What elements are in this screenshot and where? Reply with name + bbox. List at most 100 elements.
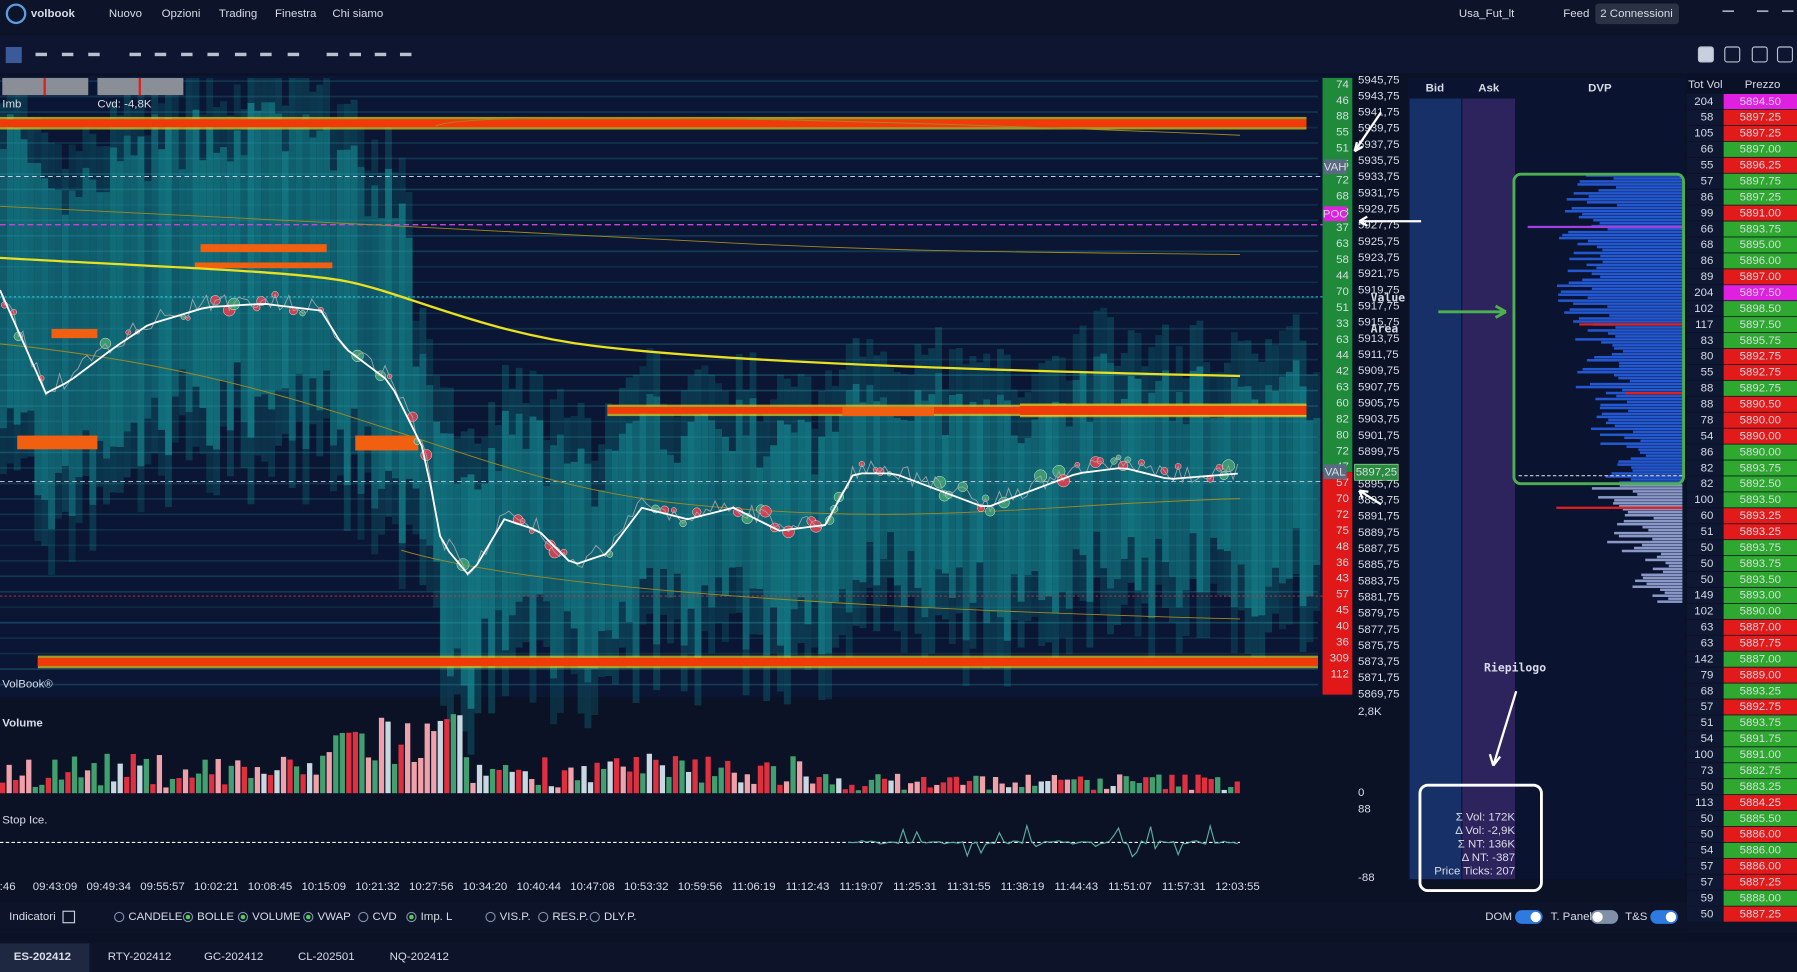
riepilogo-annotation: Riepilogo [1484,661,1546,675]
tool-icon[interactable] [287,52,300,57]
toggle-knob [1592,911,1603,923]
volume-bar [71,756,78,794]
tool-icon[interactable] [154,52,167,57]
indicator-label[interactable]: DLY.P. [604,911,636,923]
indicator-checkbox[interactable] [358,911,369,923]
tool-icon[interactable] [399,52,412,57]
heat-cell [783,424,791,659]
indicator-checkbox[interactable] [538,911,549,923]
indicator-checkbox[interactable] [237,911,249,923]
volume-bar [104,753,110,794]
heat-cell [508,388,516,662]
indicator-label[interactable]: VIS.P. [500,911,531,923]
heat-cell [955,393,963,568]
liquidity-level [0,652,1318,655]
heat-cell [192,109,200,387]
volume-bar [378,717,385,794]
panel-icon[interactable] [1697,46,1714,63]
instrument-tab[interactable]: RTY-202412 [108,951,172,963]
indicator-label[interactable]: CVD [372,911,396,923]
tape-price-cell [1723,237,1797,253]
tool-icon[interactable] [207,52,219,57]
indicator-label[interactable]: VWAP [317,911,351,923]
price-tick-label: 5877,75 [1358,624,1399,636]
indicator-checkbox[interactable] [114,911,125,923]
indicators-icon[interactable] [62,910,76,924]
heat-cell [130,109,138,469]
heat-cell [268,102,276,410]
window-control[interactable] [1722,10,1734,13]
tool-icon[interactable] [234,52,247,57]
indicator-label[interactable]: Imp. L [421,911,453,923]
panel-icon[interactable] [1724,46,1741,63]
heat-cell [584,463,592,683]
tool-icon[interactable] [349,52,362,57]
menu-item[interactable]: Trading [219,8,257,20]
dvp-bar [1613,502,1683,505]
indicator-checkbox[interactable] [406,911,417,923]
tape-price: 5889.00 [1740,669,1781,681]
tool-icon[interactable] [181,52,193,57]
heat-cell [1038,408,1046,601]
tape-price-cell [1723,826,1797,843]
dvp-bar [1626,445,1683,448]
instrument-tab[interactable]: ES-202412 [14,951,71,963]
dvp-bar [1619,484,1683,487]
menu-item[interactable]: Nuovo [109,8,142,20]
heat-cell [735,399,743,567]
window-control[interactable] [1756,10,1769,13]
tape-volume: 86 [1701,255,1714,267]
heat-cell [89,179,97,505]
connections-button[interactable]: 2 Connessioni [1600,8,1673,20]
indicator-label[interactable]: BOLLE [197,911,234,923]
toggle-label: T&S [1625,911,1648,923]
instrument-select[interactable]: Usa_Fut_lt [1459,8,1515,20]
tape-price-cell [1723,556,1797,572]
heat-cell [845,344,853,659]
heat-cell [82,167,90,431]
dvp-bar [1621,549,1683,553]
volume-bar [1169,774,1175,794]
indicator-label[interactable]: VOLUME [252,911,301,923]
menu-item[interactable]: Finestra [275,8,317,20]
tool-icon[interactable] [260,52,272,57]
instrument-tab[interactable]: GC-202412 [204,951,263,963]
volume-bar [561,770,568,794]
indicator-checkbox[interactable] [485,911,496,923]
menu-item[interactable]: Opzioni [162,8,201,20]
panel-icon[interactable] [1776,46,1793,63]
tool-icon[interactable] [326,52,339,57]
liquidity-level [0,559,1318,562]
tool-icon[interactable] [88,52,100,57]
menu-item[interactable]: Chi siamo [332,8,383,20]
indicator-checkbox[interactable] [589,911,600,923]
ladder-value: 70 [1336,286,1349,298]
indicator-label[interactable]: CANDELE [128,911,182,923]
dvp-bar [1641,543,1683,547]
volume-bar [1058,779,1064,794]
volume-bar [823,774,829,794]
indicator-checkbox-dot [240,914,246,920]
instrument-tab[interactable]: CL-202501 [298,951,355,963]
tape-volume: 102 [1694,606,1713,618]
dvp-bar [1631,466,1683,469]
tool-icon[interactable] [129,52,141,57]
heat-cell [27,162,35,411]
heat-cell [61,168,69,512]
tool-icon[interactable] [61,52,74,57]
tape-volume: 86 [1701,446,1714,458]
dvp-bar [1558,299,1683,302]
indicators-button[interactable]: Indicatori [9,911,55,923]
liquidity-blob [842,406,935,417]
tool-select[interactable] [5,46,22,64]
indicator-label[interactable]: RES.P. [552,911,588,923]
indicator-checkbox[interactable] [182,911,194,923]
indicator-checkbox[interactable] [303,911,314,923]
instrument-tab[interactable]: NQ-202412 [390,951,449,963]
volume-bar [574,780,581,794]
panel-icon[interactable] [1751,46,1768,63]
window-control[interactable] [1782,10,1794,13]
volume-bar [921,776,927,794]
tool-icon[interactable] [374,52,387,57]
tool-icon[interactable] [35,52,47,57]
